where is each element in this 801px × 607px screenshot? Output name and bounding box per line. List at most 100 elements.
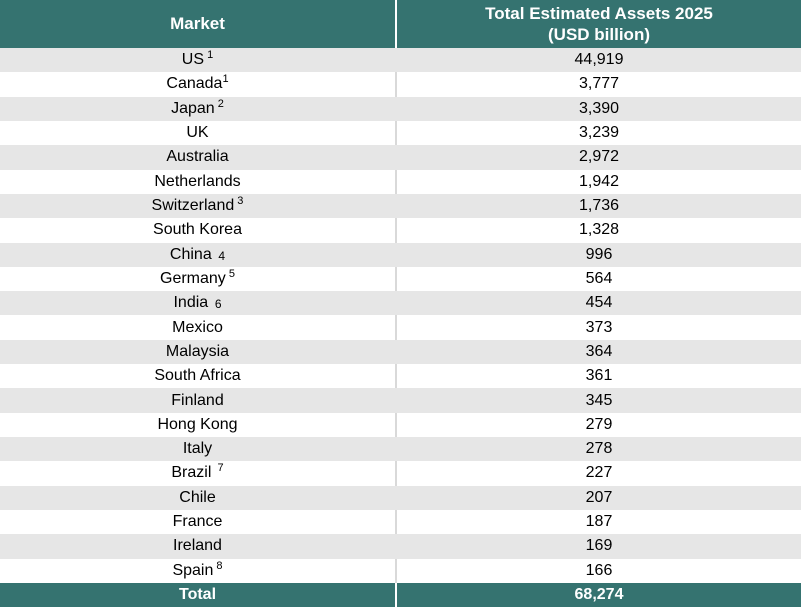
market-name: Chile	[179, 488, 216, 506]
market-value: 227	[585, 464, 613, 482]
market-value: 279	[585, 415, 613, 433]
market-name: Canada	[166, 75, 223, 93]
market-value: 3,777	[578, 75, 620, 93]
market-name: Hong Kong	[157, 415, 238, 433]
market-value: 207	[585, 488, 613, 506]
total-label: Total	[0, 583, 397, 607]
market-name: South Korea	[153, 221, 242, 239]
market-value: 361	[585, 367, 613, 385]
market-name: Spain	[172, 561, 214, 579]
table-row: Mexico 373	[0, 315, 801, 340]
table-row: India 6 454	[0, 291, 801, 316]
market-name: Finland	[171, 391, 224, 409]
market-name: Netherlands	[154, 172, 241, 190]
table-row: France 187	[0, 509, 801, 535]
market-name: UK	[186, 124, 209, 142]
footnote-marker: 6	[208, 297, 222, 312]
market-value: 1,736	[578, 197, 620, 215]
market-cell: UK	[0, 120, 397, 146]
table-row: US 1 44,919	[0, 48, 801, 73]
footnote-marker: 3	[234, 195, 244, 208]
market-cell: Italy	[0, 437, 397, 462]
market-value: 169	[585, 537, 613, 555]
footnote-marker: 5	[225, 267, 235, 280]
table-row: Canada 1 3,777	[0, 72, 801, 97]
market-cell: Germany 5	[0, 266, 397, 292]
market-cell: South Africa	[0, 364, 397, 389]
column-header-assets-line1: Total Estimated Assets 2025	[485, 4, 713, 23]
table-row: UK 3,239	[0, 120, 801, 146]
market-value: 373	[585, 318, 613, 336]
table-row: Australia 2,972	[0, 145, 801, 170]
table-row: Ireland 169	[0, 534, 801, 559]
table-row: Italy 278	[0, 437, 801, 462]
market-name: India	[173, 294, 209, 312]
market-cell: US 1	[0, 48, 397, 73]
market-name: Australia	[166, 148, 229, 166]
market-cell: Australia	[0, 145, 397, 170]
table-row: Switzerland 3 1,736	[0, 193, 801, 219]
market-value: 364	[585, 342, 613, 360]
market-name: Italy	[182, 440, 213, 458]
column-header-assets-line2: (USD billion)	[548, 25, 650, 44]
table-header-row: Market Total Estimated Assets 2025 (USD …	[0, 0, 801, 48]
market-value: 1,328	[578, 221, 620, 239]
market-cell: Netherlands	[0, 169, 397, 194]
market-name: Brazil	[171, 464, 212, 482]
market-value: 1,942	[578, 172, 620, 190]
table-row: Finland 345	[0, 388, 801, 413]
footnote-marker: 8	[213, 559, 223, 572]
market-cell: Finland	[0, 388, 397, 413]
table-body: US 1 44,919 Canada 1 3,777 Japan 2 3,390 …	[0, 48, 801, 583]
market-name: Germany	[160, 269, 226, 287]
market-cell: Switzerland 3	[0, 193, 397, 219]
column-header-assets: Total Estimated Assets 2025 (USD billion…	[397, 0, 801, 48]
market-value: 454	[585, 294, 613, 312]
market-cell: Malaysia	[0, 339, 397, 365]
table-row: South Africa 361	[0, 364, 801, 389]
column-header-market: Market	[0, 0, 397, 48]
table-row: Chile 207	[0, 485, 801, 510]
market-value: 278	[585, 440, 613, 458]
footnote-marker: 2	[214, 97, 224, 110]
market-cell: Spain 8	[0, 558, 397, 583]
table-row: South Korea 1,328	[0, 218, 801, 243]
market-cell: Ireland	[0, 534, 397, 559]
market-name: Japan	[171, 99, 215, 117]
market-name: South Africa	[154, 367, 241, 385]
market-cell: France	[0, 509, 397, 535]
market-value: 166	[585, 561, 613, 579]
footnote-marker: 1	[204, 49, 214, 62]
market-value: 564	[585, 269, 613, 287]
market-cell: Brazil 7	[0, 461, 397, 486]
footnote-marker: 1	[222, 73, 229, 86]
market-value: 345	[585, 391, 613, 409]
table-row: Malaysia 364	[0, 339, 801, 365]
table-row: Brazil 7 227	[0, 461, 801, 486]
footnote-marker: 4	[211, 248, 226, 263]
market-cell: Mexico	[0, 315, 397, 340]
table-row: Germany 5 564	[0, 266, 801, 292]
market-name: Switzerland	[151, 197, 235, 215]
market-value: 3,239	[578, 124, 620, 142]
market-cell: South Korea	[0, 218, 397, 243]
market-cell: Canada 1	[0, 72, 397, 97]
market-cell: Hong Kong	[0, 412, 397, 437]
table-row: China 4 996	[0, 242, 801, 267]
market-value: 3,390	[578, 99, 620, 117]
market-name: Mexico	[172, 318, 223, 336]
market-value: 187	[585, 513, 613, 531]
market-cell: Chile	[0, 485, 397, 510]
market-name: France	[172, 513, 223, 531]
footnote-marker: 7	[211, 462, 224, 475]
market-cell: China 4	[0, 242, 397, 267]
table-total-row: Total 68,274	[0, 583, 801, 607]
market-value: 996	[585, 245, 613, 263]
market-value: 44,919	[574, 51, 624, 69]
market-name: China	[169, 245, 212, 263]
table-row: Hong Kong 279	[0, 412, 801, 437]
market-cell: India 6	[0, 291, 397, 316]
market-name: Malaysia	[165, 342, 230, 360]
market-value: 2,972	[578, 148, 620, 166]
